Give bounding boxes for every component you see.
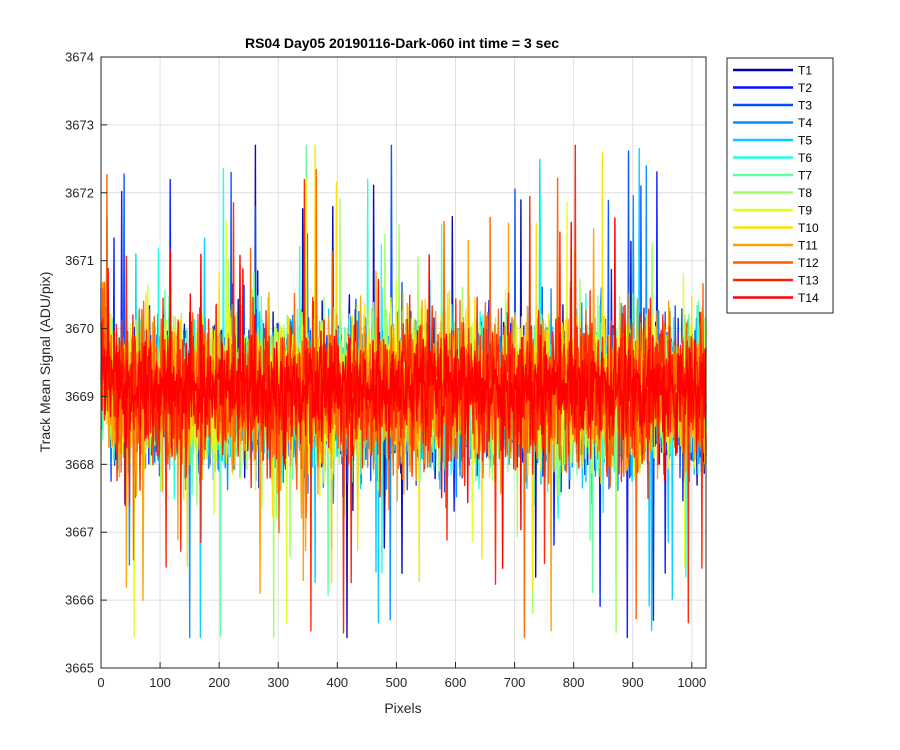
x-tick-label: 800 — [563, 675, 585, 690]
y-tick-label: 3673 — [65, 117, 94, 132]
legend-item-t1: T1 — [733, 64, 812, 78]
legend-item-t12: T12 — [733, 256, 819, 270]
legend-label: T13 — [798, 274, 819, 288]
legend-label: T1 — [798, 64, 812, 78]
legend-box — [726, 57, 834, 314]
axes-box — [100, 56, 707, 669]
y-tick-label: 3665 — [65, 661, 94, 676]
legend-label: T4 — [798, 116, 812, 130]
legend-item-t4: T4 — [733, 116, 812, 130]
series-layer — [100, 144, 707, 639]
legend-label: T9 — [798, 204, 812, 218]
y-axis-label: Track Mean Signal (ADU/pix) — [37, 272, 53, 453]
y-tick-label: 3666 — [65, 593, 94, 608]
legend-item-t9: T9 — [733, 204, 812, 218]
x-axis-label: Pixels — [384, 700, 421, 716]
legend-label: T3 — [798, 99, 812, 113]
legend-items: T1 T2 T3 T4 T5 T6 T7 T8 T9 T10 T11 T12 T13 T14 — [733, 64, 819, 305]
series-line-t14 — [100, 217, 707, 569]
y-tick-label: 3668 — [65, 457, 94, 472]
x-tick-label: 900 — [622, 675, 644, 690]
legend-item-t3: T3 — [733, 99, 812, 113]
y-tick-label: 3672 — [65, 185, 94, 200]
legend-label: T11 — [798, 239, 818, 253]
legend-item-t2: T2 — [733, 81, 812, 95]
legend-label: T6 — [798, 151, 812, 165]
plot-area: 0 100 200 300 400 500 600 700 800 900 1000 3665 3666… — [65, 50, 707, 691]
x-tick-label: 700 — [504, 675, 526, 690]
chart-title: RS04 Day05 20190116-Dark-060 int time = … — [245, 35, 559, 51]
legend-item-t5: T5 — [733, 134, 812, 148]
y-tick-label: 3674 — [65, 50, 94, 65]
y-tick-label: 3669 — [65, 389, 94, 404]
y-tick-label: 3670 — [65, 321, 94, 336]
legend-item-t10: T10 — [733, 221, 819, 235]
x-tick-label: 0 — [97, 675, 104, 690]
legend-item-t7: T7 — [733, 169, 812, 183]
x-tick-label: 300 — [267, 675, 289, 690]
legend-label: T12 — [798, 256, 819, 270]
x-tick-label: 500 — [386, 675, 408, 690]
legend-label: T14 — [798, 291, 819, 305]
legend-item-t14: T14 — [733, 291, 819, 305]
x-tick-label: 200 — [208, 675, 230, 690]
y-tick-label: 3667 — [65, 525, 94, 540]
legend: T1 T2 T3 T4 T5 T6 T7 T8 T9 T10 T11 T12 T13 T14 — [726, 57, 834, 314]
legend-label: T7 — [798, 169, 812, 183]
x-tick-label: 1000 — [677, 675, 706, 690]
legend-label: T5 — [798, 134, 812, 148]
x-tick-label: 100 — [149, 675, 171, 690]
legend-item-t11: T11 — [733, 239, 818, 253]
legend-label: T8 — [798, 186, 812, 200]
x-tick-label: 600 — [445, 675, 467, 690]
x-tick-label: 400 — [326, 675, 348, 690]
legend-label: T2 — [798, 81, 812, 95]
legend-item-t8: T8 — [733, 186, 812, 200]
legend-item-t6: T6 — [733, 151, 812, 165]
y-tick-label: 3671 — [65, 253, 94, 268]
tick-layer: 0 100 200 300 400 500 600 700 800 900 1000 3665 3666… — [65, 50, 706, 691]
legend-item-t13: T13 — [733, 274, 819, 288]
legend-label: T10 — [798, 221, 819, 235]
